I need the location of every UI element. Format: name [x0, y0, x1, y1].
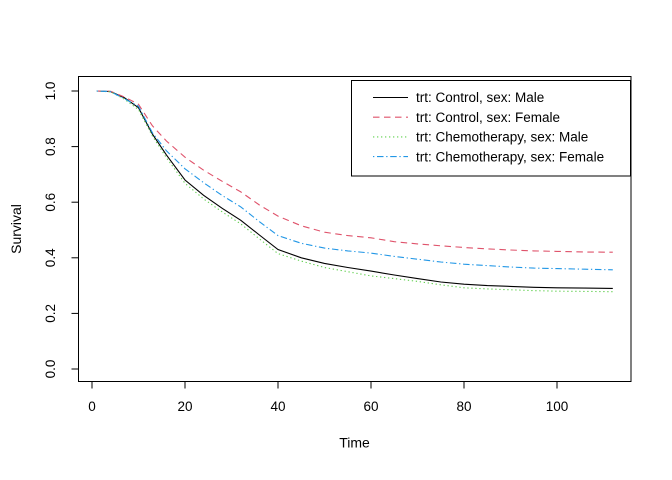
y-axis-tick-label: 0.8: [43, 137, 58, 156]
chart-generated-layer: 0 20 40 60 80 100 0.0 0.2 0.4 0.6 0.8 1.0 trt: Contr…: [43, 76, 632, 414]
legend-box: [351, 80, 631, 177]
y-axis-tick-label: 0.2: [43, 304, 58, 323]
plot-box: [78, 76, 632, 382]
x-axis-tick-label: 20: [177, 399, 192, 414]
x-axis-tick-label: 60: [363, 399, 378, 414]
curve-chemotherapy-male: [96, 90, 613, 293]
legend-label-control-female: trt: Control, sex: Female: [416, 110, 560, 125]
legend-label-chemotherapy-male: trt: Chemotherapy, sex: Male: [416, 130, 588, 145]
legend-label-chemotherapy-female: trt: Chemotherapy, sex: Female: [416, 149, 604, 164]
legend-label-control-male: trt: Control, sex: Male: [416, 90, 544, 105]
curve-control-male: [96, 90, 613, 289]
x-axis-tick-label: 0: [88, 399, 96, 414]
x-axis-title: Time: [339, 435, 370, 451]
y-axis-title: Survival: [8, 204, 24, 254]
y-axis-tick-label: 1.0: [43, 82, 58, 101]
y-axis-tick-label: 0.4: [43, 248, 58, 267]
y-axis-tick-label: 0.0: [43, 360, 58, 379]
x-axis-tick-label: 100: [546, 399, 569, 414]
x-axis-tick-label: 80: [456, 399, 471, 414]
x-axis-tick-label: 40: [270, 399, 285, 414]
curve-chemotherapy-female: [96, 90, 613, 271]
y-axis-tick-label: 0.6: [43, 193, 58, 212]
